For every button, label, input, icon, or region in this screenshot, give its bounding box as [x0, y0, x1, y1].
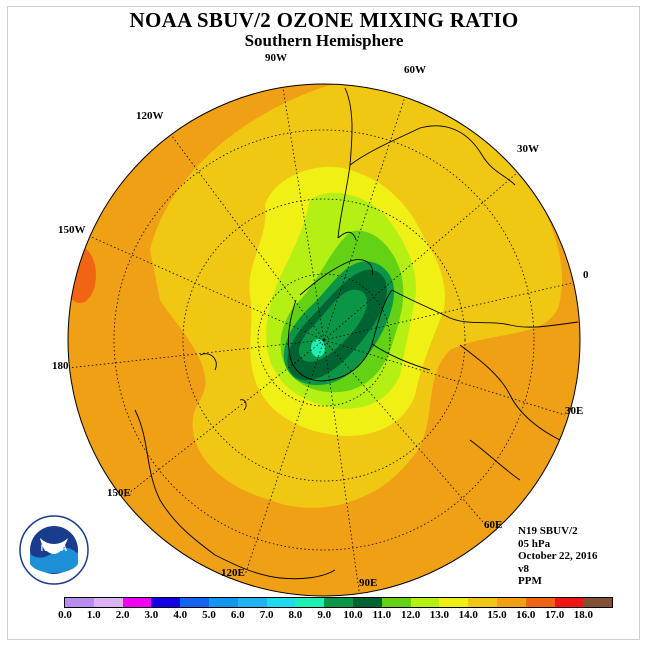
colorbar-tick-label: 7.0: [259, 609, 274, 621]
label-120w: 120W: [136, 110, 164, 122]
colorbar-tick-label: 13.0: [429, 609, 450, 621]
colorbar-tick-label: 6.0: [230, 609, 245, 621]
colorbar-segment: [496, 598, 526, 607]
band-8-core: [311, 339, 325, 357]
label-90e: 90E: [359, 577, 377, 589]
label-30w: 30W: [517, 143, 539, 155]
new-zealand: [199, 353, 247, 411]
label-90w: 90W: [265, 52, 287, 64]
logo-text: NOAA: [41, 543, 68, 553]
image-frame: [7, 6, 640, 640]
colorbar-segment: [65, 598, 94, 607]
band-16-spot: [68, 247, 96, 303]
colorbar-segment: [468, 598, 497, 607]
colorbar-tick-label: 15.0: [487, 609, 507, 621]
colorbar-segment: [324, 598, 353, 607]
colorbar-tick-label: 12.0: [400, 609, 421, 621]
label-180: 180: [52, 360, 69, 372]
colorbar-segment: [237, 598, 267, 607]
colorbar-segment: [295, 598, 325, 607]
colorbar-tick-label: 10.0: [343, 609, 363, 621]
noaa-logo: NOAA: [19, 515, 89, 585]
colorbar-segment: [410, 598, 440, 607]
colorbar-tick-label: 14.0: [458, 609, 478, 621]
colorbar-segment: [583, 598, 613, 607]
meridian-labels: 90W 60W 30W 0 30E 60E 90E 120E 150E 180 …: [52, 52, 589, 589]
colorbar-tick-label: 5.0: [202, 609, 216, 621]
colorbar-tick-label: 9.0: [317, 609, 332, 621]
colorbar-tick-label: 8.0: [288, 609, 303, 621]
africa-coast: [459, 344, 561, 481]
colorbar-segment: [151, 598, 181, 607]
colorbar-segment: [381, 598, 411, 607]
colorbar-segment: [122, 598, 152, 607]
colorbar-ticks: 0.0 1.0 2.0 3.0 4.0 5.0 6.0 7.0 8.0 9.0 10.0 11.0 12…: [0, 609, 648, 623]
colorbar-segment: [208, 598, 238, 607]
australia-coast: [134, 409, 336, 580]
colorbar-tick-label: 16.0: [516, 609, 536, 621]
label-150e: 150E: [107, 487, 131, 499]
colorbar-segment: [554, 598, 584, 607]
antarctic-peninsula: [287, 259, 393, 382]
label-120e: 120E: [221, 567, 245, 579]
colorbar-tick-label: 11.0: [372, 609, 392, 621]
units-label: PPM: [518, 575, 542, 587]
chart-subtitle: Southern Hemisphere: [244, 31, 404, 50]
chart-title: NOAA SBUV/2 OZONE MIXING RATIO: [129, 8, 519, 32]
info-block: N19 SBUV/2 05 hPa October 22, 2016 v8 PP…: [518, 525, 598, 588]
south-america-coast: [337, 87, 516, 241]
colorbar-tick-label: 0.0: [58, 609, 72, 621]
label-60w: 60W: [404, 64, 426, 76]
colorbar-tick-label: 17.0: [544, 609, 565, 621]
colorbar-segment: [525, 598, 555, 607]
label-150w: 150W: [58, 224, 86, 236]
coastlines: [134, 87, 579, 580]
colorbar-tick-label: 18.0: [573, 609, 594, 621]
colorbar-tick-label: 3.0: [144, 609, 159, 621]
antarctic-coast-east: [371, 289, 579, 371]
colorbar-tick-label: 1.0: [86, 609, 101, 621]
colorbar-segment: [352, 598, 382, 607]
label-60e: 60E: [484, 519, 502, 531]
colorbar-segment: [439, 598, 469, 607]
colorbar-segment: [180, 598, 209, 607]
colorbar-tick-label: 4.0: [173, 609, 188, 621]
label-0: 0: [583, 269, 589, 281]
label-30e: 30E: [565, 405, 583, 417]
version-label: v8: [518, 562, 529, 575]
level-label: 05 hPa: [518, 537, 551, 550]
colorbar-segment: [266, 598, 296, 607]
date-label: October 22, 2016: [518, 550, 598, 562]
colorbar: [64, 597, 614, 608]
colorbar-tick-label: 2.0: [115, 609, 130, 621]
satellite-label: N19 SBUV/2: [518, 525, 578, 537]
colorbar-segment: [93, 598, 123, 607]
map-outline: [67, 83, 581, 597]
